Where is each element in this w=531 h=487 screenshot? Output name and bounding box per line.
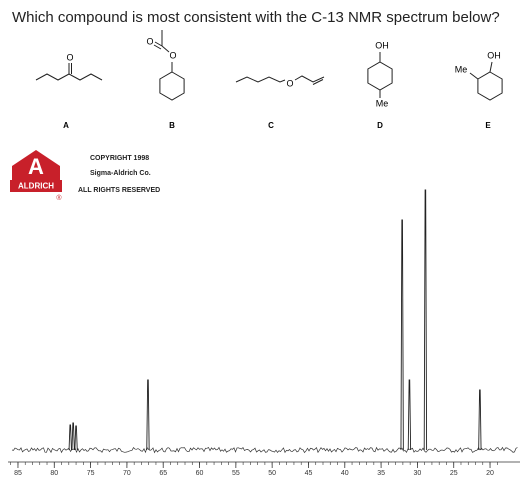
bond: [469, 72, 479, 80]
structure-d: [367, 61, 393, 91]
structure-a: [35, 73, 103, 81]
logo-band: [10, 180, 62, 192]
bond: [161, 45, 170, 53]
peak: [423, 189, 428, 451]
copyright-line: ALL RIGHTS RESERVED: [78, 187, 160, 194]
logo-mark: ®: [56, 194, 62, 202]
peak: [146, 379, 150, 451]
copyright-line: Sigma-Aldrich Co.: [90, 170, 151, 177]
x-tick-label: 85: [14, 470, 22, 477]
bond: [312, 79, 324, 85]
peak: [68, 424, 72, 451]
atom-label: O: [66, 52, 73, 62]
logo-shape: [12, 150, 60, 180]
atom-label: OH: [487, 50, 501, 60]
x-tick-label: 65: [159, 470, 167, 477]
peak: [400, 219, 404, 451]
peak: [478, 389, 482, 451]
bond: [489, 61, 493, 73]
x-tick-label: 60: [196, 470, 204, 477]
logo-brand: ALDRICH: [18, 182, 54, 191]
x-tick-label: 55: [232, 470, 240, 477]
structure-letter: C: [268, 121, 274, 130]
x-tick-label: 70: [123, 470, 131, 477]
x-tick-label: 30: [414, 470, 422, 477]
structure-e: [477, 71, 503, 101]
peak: [71, 422, 75, 451]
x-tick-label: 45: [305, 470, 313, 477]
x-tick-label: 35: [377, 470, 385, 477]
x-tick-label: 80: [50, 470, 58, 477]
structure-letter: E: [485, 121, 491, 130]
x-tick-label: 25: [450, 470, 458, 477]
aldrich-logo: A ALDRICH ®: [10, 150, 62, 202]
atom-label: Me: [455, 64, 468, 74]
peak: [407, 379, 412, 451]
copyright-line: COPYRIGHT 1998: [90, 155, 149, 162]
structure-b: [159, 71, 185, 101]
atom-label: O: [286, 78, 293, 88]
x-tick-label: 50: [268, 470, 276, 477]
structure-c: [294, 75, 325, 83]
x-tick-label: 75: [87, 470, 95, 477]
logo-letter: A: [28, 154, 44, 179]
structure-c: [235, 76, 286, 83]
question: Which compound is most consistent with t…: [12, 9, 500, 26]
bond: [153, 44, 162, 50]
atom-label: O: [169, 50, 176, 60]
structure-letter: A: [63, 121, 69, 130]
atom-label: OH: [375, 40, 389, 50]
peak: [74, 425, 78, 451]
structure-letter: D: [377, 121, 383, 130]
atom-label: Me: [376, 98, 389, 108]
atom-label: O: [146, 36, 153, 46]
x-tick-label: 40: [341, 470, 349, 477]
structure-letter: B: [169, 121, 175, 130]
x-tick-label: 20: [486, 470, 494, 477]
baseline-noise: [11, 446, 518, 454]
bond: [154, 41, 163, 47]
spectrum: 85 80 75 70 65 60 55 50 45 40 35 30 25 20: [8, 189, 520, 477]
